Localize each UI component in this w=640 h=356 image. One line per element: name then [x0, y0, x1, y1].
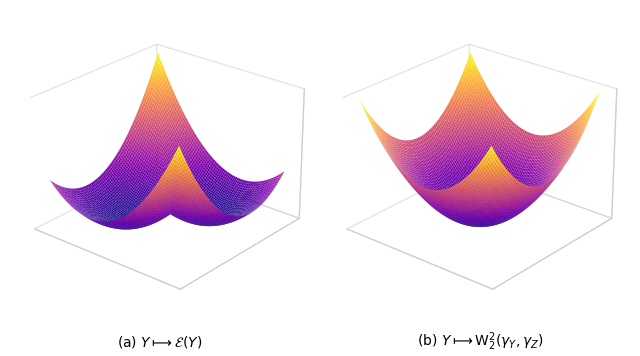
- Text: (b) $Y \longmapsto \mathrm{W}_2^2(\gamma_Y, \gamma_Z)$: (b) $Y \longmapsto \mathrm{W}_2^2(\gamma…: [417, 330, 543, 353]
- Text: (a) $Y \longmapsto \mathcal{E}(Y)$: (a) $Y \longmapsto \mathcal{E}(Y)$: [117, 334, 203, 350]
